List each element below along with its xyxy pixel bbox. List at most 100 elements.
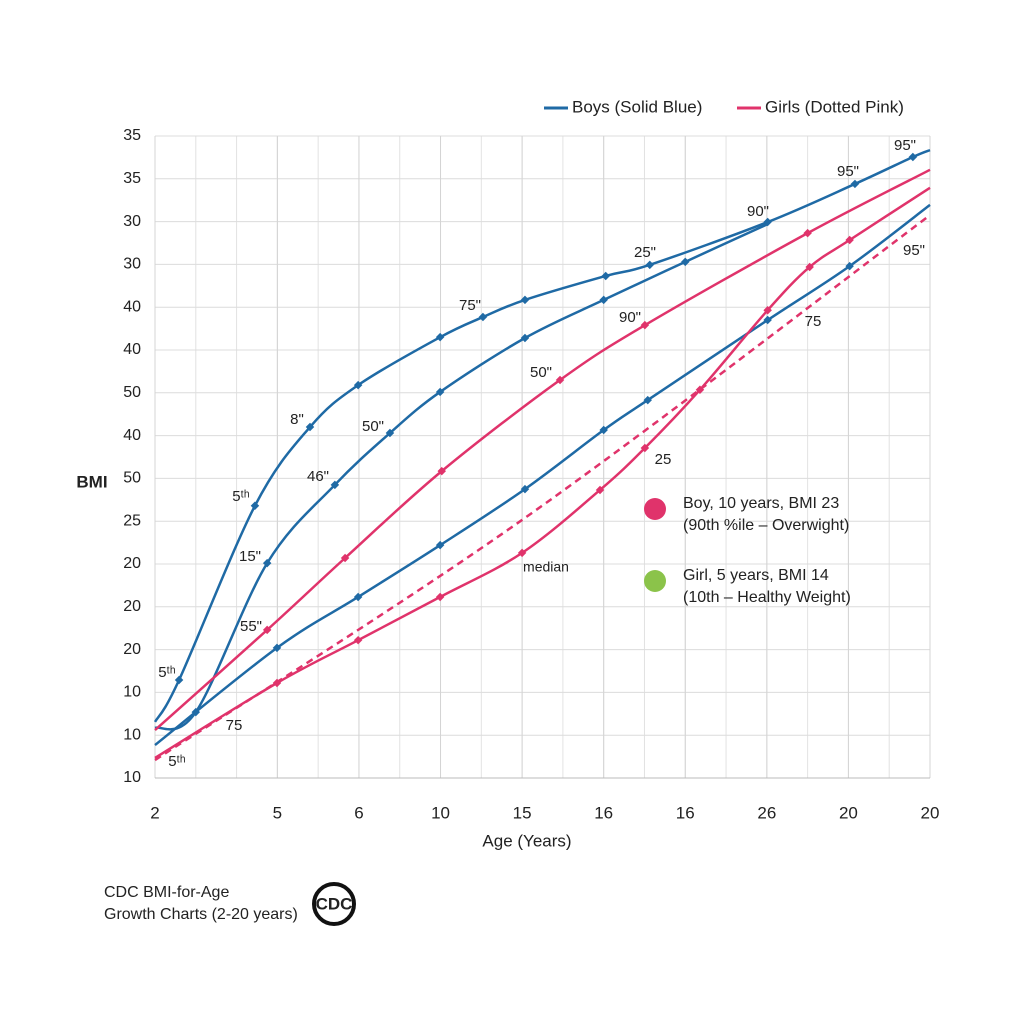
legend-label: Boys (Solid Blue): [572, 97, 702, 116]
point-marker: [555, 375, 565, 385]
annotation: 5ᵗʰ: [158, 664, 176, 681]
point-marker: [845, 261, 854, 271]
x-tick-label: 16: [594, 803, 613, 822]
point-marker: [353, 635, 363, 645]
annotation: 8": [290, 411, 304, 428]
annotation: 25: [655, 451, 672, 468]
annotation: 55": [240, 618, 262, 635]
annotation: 75: [226, 717, 243, 734]
y-tick-label: 25: [123, 512, 141, 529]
point-marker: [353, 592, 363, 602]
logo: CDC: [316, 894, 353, 913]
y-tick-label: 40: [123, 298, 141, 315]
x-tick-label: 20: [921, 803, 940, 822]
x-tick-label: 16: [676, 803, 695, 822]
point-marker: [385, 428, 395, 438]
point-marker: [520, 295, 530, 305]
point-marker: [262, 558, 272, 568]
point-marker: [305, 422, 315, 432]
point-marker: [478, 312, 488, 322]
y-axis-title: BMI: [76, 472, 107, 491]
point-marker: [435, 332, 445, 342]
footer-line1: CDC BMI-for-Age: [104, 884, 229, 901]
point-marker: [262, 625, 272, 635]
x-tick-label: 5: [273, 803, 282, 822]
point-marker: [517, 548, 527, 558]
point-marker: [340, 553, 350, 563]
point-marker: [435, 592, 445, 602]
annotation: 75: [805, 313, 822, 330]
point-marker: [640, 320, 650, 330]
x-tick-label: 2: [150, 803, 159, 822]
point-marker: [520, 333, 530, 343]
y-tick-label: 10: [123, 726, 141, 743]
x-tick-label: 6: [354, 803, 363, 822]
point-marker: [601, 271, 610, 281]
y-tick-label: 20: [123, 555, 141, 572]
callout-line2: (90th %ile – Overwight): [683, 517, 849, 534]
point-marker: [272, 643, 282, 653]
annotation: 50": [362, 418, 384, 435]
x-tick-label: 20: [839, 803, 858, 822]
callout-line1: Boy, 10 years, BMI 23: [683, 495, 839, 512]
callout-line1: Girl, 5 years, BMI 14: [683, 567, 829, 584]
y-tick-label: 35: [123, 127, 141, 144]
point-marker: [805, 262, 814, 272]
point-marker: [599, 295, 608, 305]
point-marker: [681, 257, 690, 267]
y-tick-label: 10: [123, 769, 141, 786]
series-line: [154, 223, 769, 731]
point-marker: [435, 387, 445, 397]
annotation: median: [523, 559, 569, 575]
x-tick-label: 10: [431, 803, 450, 822]
y-tick-label: 50: [123, 470, 141, 487]
point-marker: [763, 315, 772, 325]
y-tick-label: 20: [123, 641, 141, 658]
x-axis-title: Age (Years): [482, 831, 571, 850]
logo-ring: [312, 882, 356, 926]
point-marker: [595, 485, 605, 495]
annotation: 5ᵗʰ: [232, 488, 250, 505]
point-marker: [437, 466, 446, 476]
y-tick-label: 20: [123, 598, 141, 615]
point-marker: [763, 305, 772, 315]
footer-line2: Growth Charts (2-20 years): [104, 906, 298, 923]
annotation: 95": [894, 137, 916, 154]
y-tick-label: 35: [123, 170, 141, 187]
callout-dot: [644, 570, 666, 592]
annotation: 75": [459, 297, 481, 314]
annotation: 5ᵗʰ: [168, 753, 186, 770]
series-line: [154, 214, 931, 762]
annotation: 46": [307, 468, 329, 485]
legend-label: Girls (Dotted Pink): [765, 97, 904, 116]
callout-line2: (10th – Healthy Weight): [683, 589, 851, 606]
y-tick-label: 30: [123, 256, 141, 273]
annotation: 95": [903, 242, 925, 259]
point-marker: [643, 395, 652, 405]
x-tick-label: 15: [513, 803, 532, 822]
series-line: [154, 203, 931, 747]
point-marker: [520, 484, 530, 494]
callout-dot: [644, 498, 666, 520]
annotation: 90": [619, 309, 641, 326]
annotation: 50": [530, 364, 552, 381]
point-marker: [353, 380, 363, 390]
point-marker: [435, 540, 445, 550]
y-tick-label: 40: [123, 427, 141, 444]
point-marker: [250, 501, 260, 511]
y-tick-label: 50: [123, 384, 141, 401]
y-tick-label: 10: [123, 684, 141, 701]
y-tick-label: 30: [123, 213, 141, 230]
point-marker: [640, 443, 650, 453]
point-marker: [645, 260, 655, 270]
point-marker: [599, 425, 608, 435]
series-line: [154, 168, 931, 731]
x-tick-label: 26: [757, 803, 776, 822]
point-marker: [330, 480, 340, 490]
annotation: 15": [239, 548, 261, 565]
annotation: 90": [747, 203, 769, 220]
annotation: 95": [837, 163, 859, 180]
annotation: 25": [634, 244, 656, 261]
